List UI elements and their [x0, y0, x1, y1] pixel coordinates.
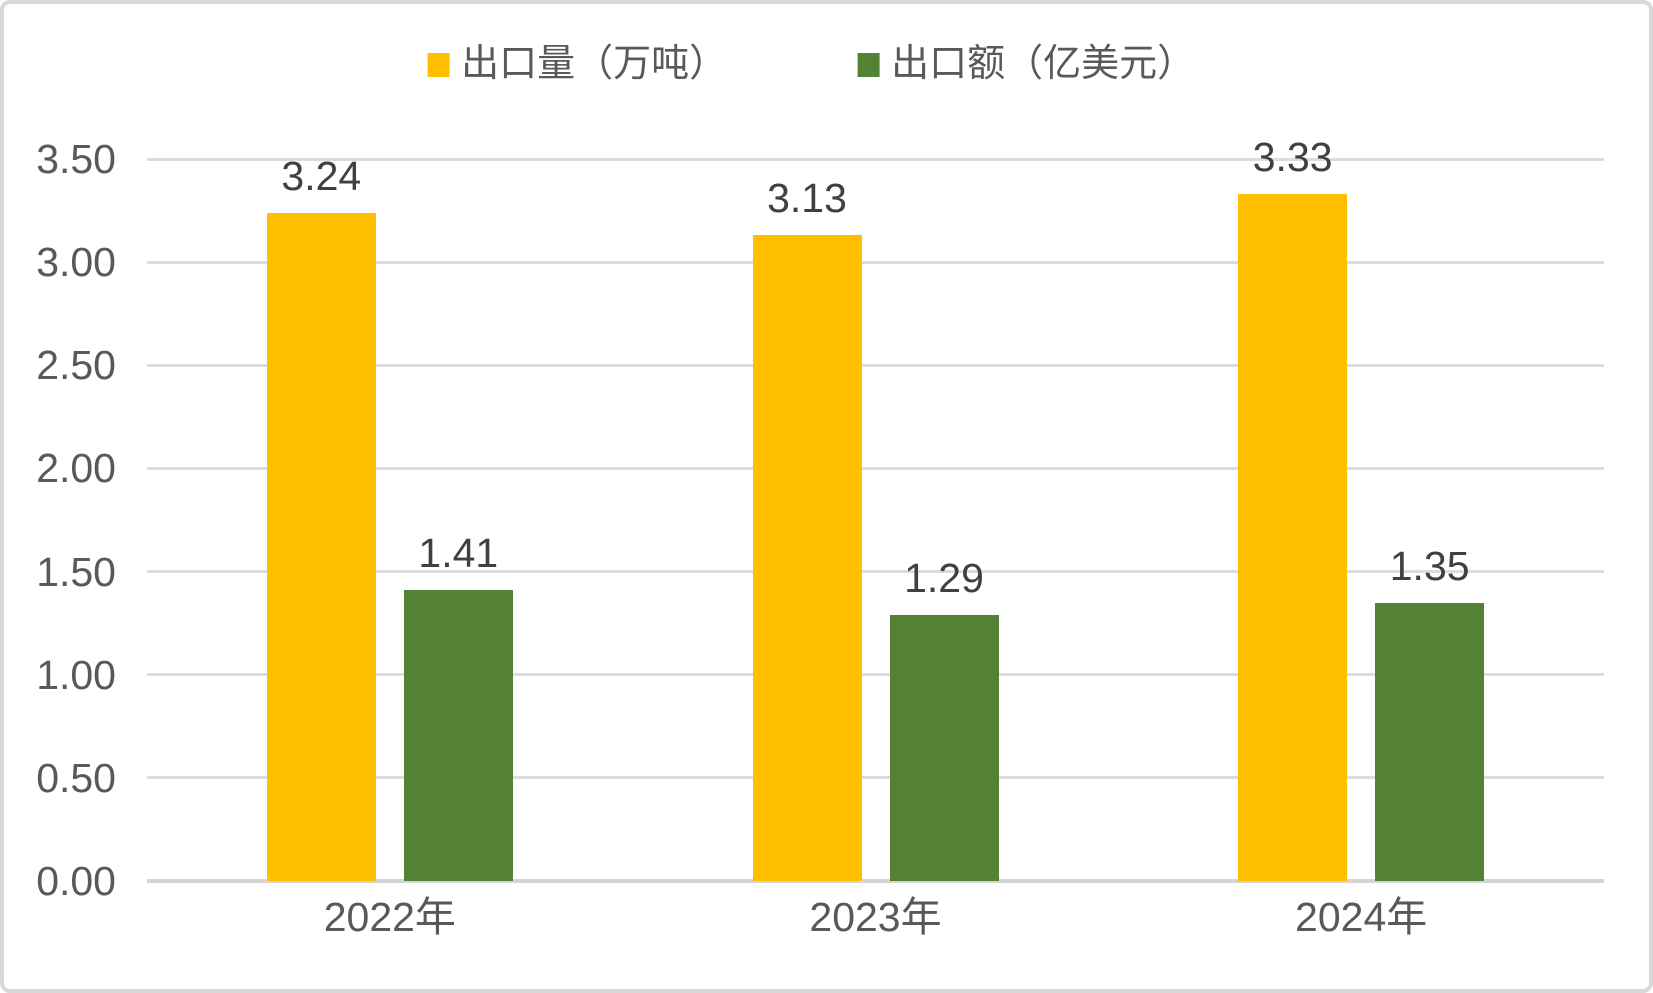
x-axis-category-label: 2022年: [323, 894, 456, 940]
y-axis-tick-label: 2.50: [36, 342, 116, 389]
y-axis-tick-label: 0.50: [36, 754, 116, 801]
bar-export-value: [889, 614, 999, 881]
gridline: [147, 570, 1604, 574]
x-axis-category-label: 2024年: [1295, 894, 1428, 940]
chart-legend: 出口量（万吨） 出口额（亿美元）: [427, 43, 1196, 86]
gridline: [147, 157, 1604, 161]
y-axis-tick-label: 3.50: [36, 136, 116, 182]
bar-export-value: [1375, 602, 1485, 881]
legend-item: 出口额（亿美元）: [857, 43, 1196, 86]
legend-swatch-icon: [427, 52, 450, 77]
bar-data-label: 1.29: [904, 554, 984, 601]
y-axis-tick-label: 2.00: [36, 445, 116, 492]
x-axis-category-label: 2023年: [809, 894, 942, 940]
y-axis-tick-label: 1.50: [36, 548, 116, 595]
legend-item: 出口量（万吨）: [427, 43, 728, 86]
gridline: [147, 363, 1604, 367]
y-axis-tick-label: 1.00: [36, 651, 116, 698]
bar-data-label: 1.41: [418, 530, 499, 577]
x-axis-line: [147, 879, 1604, 883]
bar-export-volume: [1238, 194, 1348, 881]
gridline: [147, 260, 1604, 264]
bar-export-value: [403, 590, 513, 881]
y-axis-tick-label: 0.00: [36, 858, 116, 904]
bar-export-volume: [752, 235, 862, 881]
y-axis-tick-label: 3.00: [36, 239, 116, 286]
plot-area: 3.24 3.13 3.33 1.41 1.29 1.35: [147, 134, 1604, 883]
gridline: [147, 776, 1604, 780]
legend-label: 出口量（万吨）: [461, 43, 728, 85]
gridline: [147, 673, 1604, 677]
bar-data-label: 3.24: [281, 152, 362, 199]
legend-label: 出口额（亿美元）: [891, 43, 1196, 85]
bar-data-label: 3.13: [767, 175, 847, 222]
bar-export-volume: [266, 212, 376, 881]
bar-data-label: 3.33: [1252, 134, 1333, 181]
bar-data-label: 1.35: [1389, 542, 1470, 589]
legend-swatch-icon: [857, 52, 880, 77]
gridline: [147, 466, 1604, 470]
